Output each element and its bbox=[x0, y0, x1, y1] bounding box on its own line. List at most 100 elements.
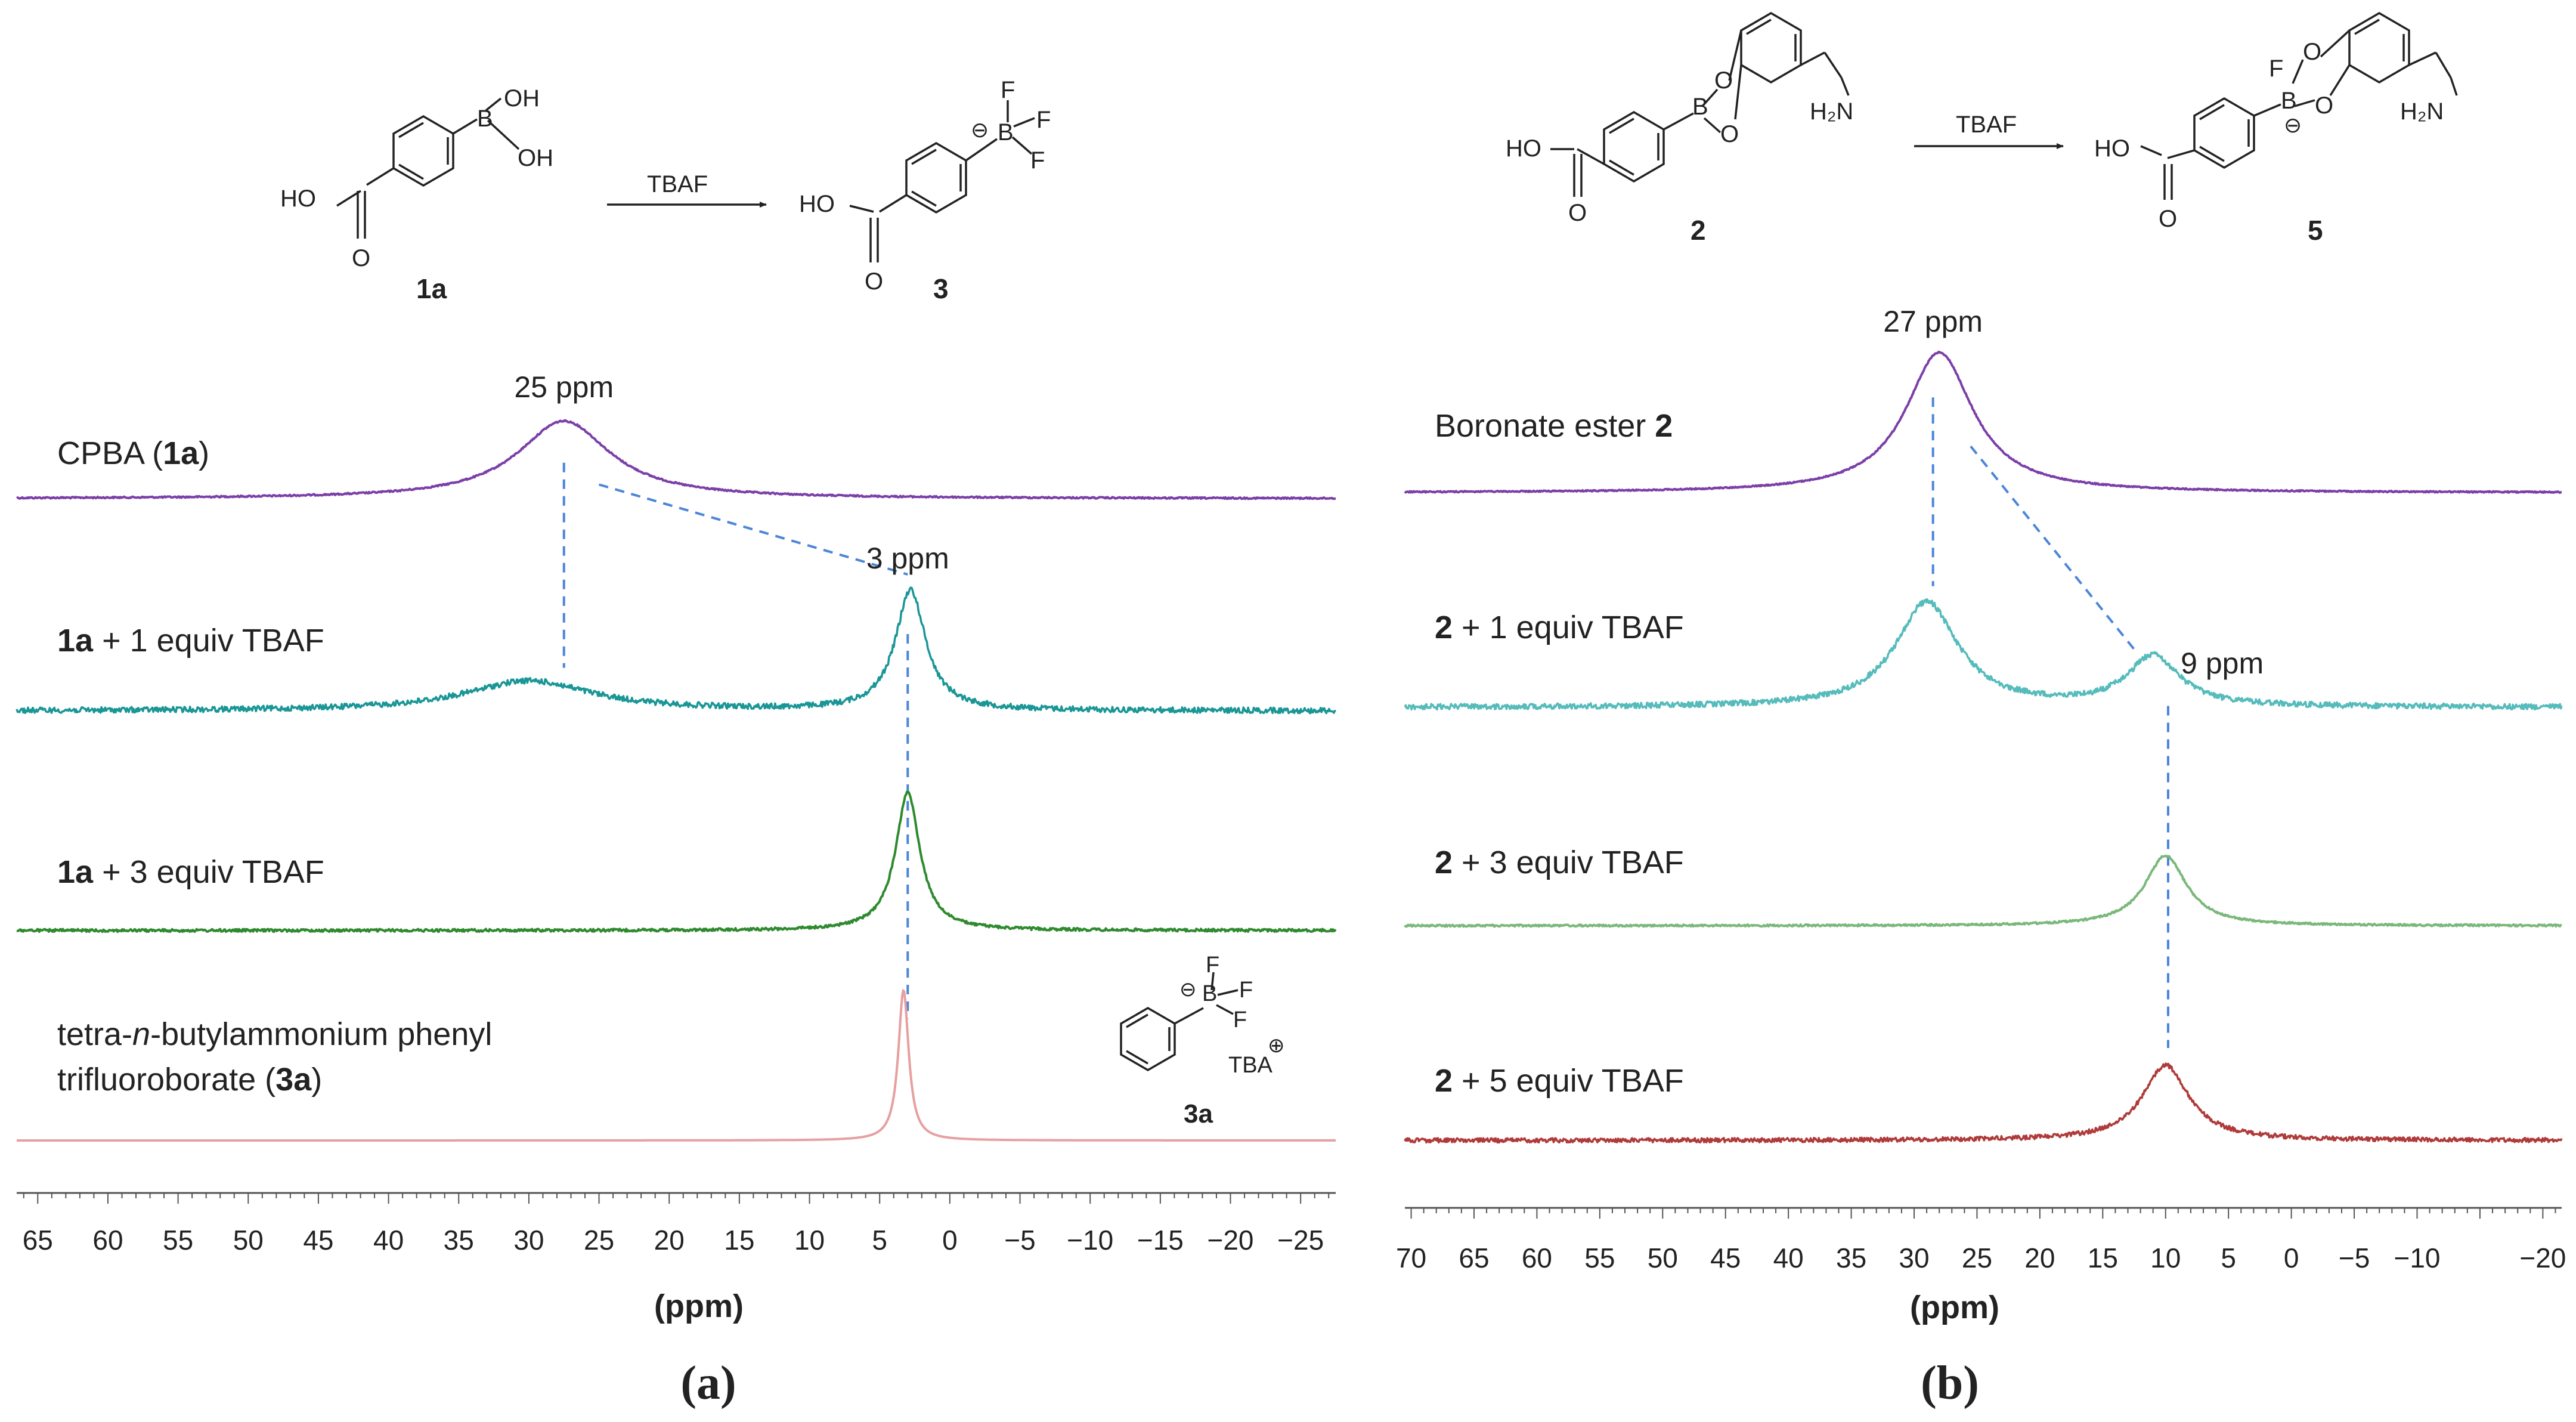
x-tick-label: 25 bbox=[1962, 1242, 1992, 1273]
counterion-label: TBA bbox=[1228, 1053, 1273, 1078]
axes-layer: 65 60 55 50 45 40 35 30 25 20 15 10 5 0 −5 −10 −15 −20 −25… bbox=[17, 1192, 2566, 1273]
inset-3a: F F F B ⊖ TBA ⊕ 3a bbox=[1120, 953, 1285, 1129]
spectrum-trace bbox=[16, 586, 1336, 715]
x-tick-label: 0 bbox=[2284, 1242, 2299, 1273]
peak-annotation: 25 ppm bbox=[514, 370, 614, 404]
x-tick-label: 45 bbox=[303, 1225, 333, 1256]
compound-id-2: 2 bbox=[1690, 215, 1706, 246]
trace-label-3a-line1: tetra-n-butylammonium phenyl bbox=[57, 1016, 492, 1052]
trace-labels-b: Boronate ester 2 2 + 1 equiv TBAF 2 + 3 … bbox=[1435, 408, 1684, 1099]
compound-id-5: 5 bbox=[2308, 215, 2323, 246]
charge-plus: ⊕ bbox=[1268, 1034, 1285, 1057]
atom-ho: HO bbox=[799, 191, 835, 217]
x-tick-label: −15 bbox=[1137, 1225, 1184, 1256]
x-tick-label: 5 bbox=[872, 1225, 887, 1256]
x-axis-title-b: (ppm) bbox=[1910, 1290, 1999, 1325]
scheme-b-text: O B O H₂N HO O 2 TBAF F B O O ⊖ H₂N HO O… bbox=[1506, 39, 2444, 246]
atom-f: F bbox=[1036, 107, 1051, 133]
peak-annotation: 3 ppm bbox=[866, 542, 949, 575]
x-tick-label: 35 bbox=[1836, 1242, 1866, 1273]
x-tick-label: 60 bbox=[92, 1225, 123, 1256]
atom-o: O bbox=[1720, 121, 1739, 147]
x-tick-label: −5 bbox=[1004, 1225, 1035, 1256]
atom-o: O bbox=[1714, 67, 1733, 94]
traces-layer bbox=[16, 350, 2563, 1144]
atom-o: O bbox=[865, 268, 883, 295]
x-tick-label: −10 bbox=[1067, 1225, 1113, 1256]
atom-oh: OH bbox=[504, 85, 540, 112]
x-tick-label: 45 bbox=[1710, 1242, 1741, 1273]
x-tick-label: −5 bbox=[2339, 1242, 2370, 1273]
atom-h2n: H₂N bbox=[1810, 98, 1853, 125]
atom-b: B bbox=[1692, 94, 1708, 120]
atom-o: O bbox=[1568, 200, 1587, 226]
spectrum-trace bbox=[1404, 598, 2563, 711]
x-tick-label: 20 bbox=[654, 1225, 685, 1256]
charge-minus: ⊖ bbox=[971, 118, 989, 142]
spectrum-trace bbox=[1404, 350, 2562, 494]
trace-label-2-5equiv: 2 + 5 equiv TBAF bbox=[1435, 1063, 1684, 1099]
x-tick-label: 0 bbox=[942, 1225, 958, 1256]
x-tick-label: 50 bbox=[1648, 1242, 1678, 1273]
x-tick-label: −20 bbox=[2519, 1242, 2566, 1273]
atom-f: F bbox=[1001, 77, 1015, 103]
x-tick-label: 15 bbox=[724, 1225, 754, 1256]
compound-id-1a: 1a bbox=[416, 273, 447, 304]
atom-f: F bbox=[1239, 978, 1253, 1003]
panel-label-b: (b) bbox=[1921, 1357, 1979, 1409]
guides-layer bbox=[562, 397, 2169, 1048]
x-tick-label: −10 bbox=[2394, 1242, 2440, 1273]
atom-b: B bbox=[2281, 88, 2297, 114]
reaction-scheme-b bbox=[1550, 11, 2458, 200]
structure-2 bbox=[1550, 11, 1850, 197]
reaction-scheme-a bbox=[336, 97, 1035, 262]
reagent-label-a: TBAF bbox=[647, 171, 708, 197]
spectrum-trace bbox=[1404, 854, 2562, 928]
spectrum-trace bbox=[16, 989, 1336, 1142]
x-tick-label: 15 bbox=[2088, 1242, 2118, 1273]
atom-o: O bbox=[2303, 39, 2321, 65]
x-tick-label: 30 bbox=[513, 1225, 544, 1256]
spectrum-trace bbox=[1404, 1062, 2563, 1144]
x-tick-label: 65 bbox=[23, 1225, 53, 1256]
scheme-a-text: OH B OH HO O 1a TBAF F F F B ⊖ HO O 3 bbox=[280, 77, 1051, 304]
trace-label-ester-2: Boronate ester 2 bbox=[1435, 408, 1673, 444]
structure-1a bbox=[336, 97, 520, 239]
x-tick-label: 10 bbox=[2150, 1242, 2181, 1273]
atom-ho: HO bbox=[280, 186, 316, 212]
trace-label-3a-line2: trifluoroborate (3a) bbox=[57, 1062, 322, 1098]
x-tick-label: 20 bbox=[2024, 1242, 2055, 1273]
peak-guide-line bbox=[599, 483, 908, 576]
atom-ho: HO bbox=[1506, 135, 1541, 162]
x-tick-label: 70 bbox=[1396, 1242, 1426, 1273]
x-tick-label: −20 bbox=[1207, 1225, 1253, 1256]
atom-o: O bbox=[2315, 92, 2333, 119]
atom-b: B bbox=[998, 119, 1014, 146]
atom-ho: HO bbox=[2094, 135, 2130, 162]
x-tick-label: 25 bbox=[584, 1225, 614, 1256]
atom-f: F bbox=[2269, 55, 2283, 82]
x-tick-label: 65 bbox=[1459, 1242, 1489, 1273]
x-tick-label: 30 bbox=[1899, 1242, 1929, 1273]
atom-f: F bbox=[1030, 147, 1045, 174]
trace-labels-a: CPBA (1a) 1a + 1 equiv TBAF 1a + 3 equiv… bbox=[57, 435, 492, 1098]
peak-annotation: 27 ppm bbox=[1883, 305, 1983, 338]
trace-label-2-1equiv: 2 + 1 equiv TBAF bbox=[1435, 610, 1684, 645]
x-axis-title-a: (ppm) bbox=[654, 1288, 744, 1324]
atom-oh: OH bbox=[518, 145, 553, 171]
structure-5 bbox=[2140, 11, 2458, 200]
atom-o: O bbox=[352, 245, 370, 271]
trace-label-1a-1equiv: 1a + 1 equiv TBAF bbox=[57, 623, 324, 659]
x-tick-label: 55 bbox=[1584, 1242, 1615, 1273]
reagent-label-b: TBAF bbox=[1956, 112, 2017, 138]
x-tick-label: 40 bbox=[373, 1225, 404, 1256]
peak-annotation: 9 ppm bbox=[2181, 647, 2264, 680]
panel-label-a: (a) bbox=[680, 1357, 736, 1409]
x-tick-label: 60 bbox=[1522, 1242, 1552, 1273]
x-tick-label: −25 bbox=[1277, 1225, 1324, 1256]
annotations-layer: 25 ppm 3 ppm 27 ppm 9 ppm bbox=[514, 305, 2264, 680]
x-tick-label: 50 bbox=[233, 1225, 264, 1256]
inset-compound-id-3a: 3a bbox=[1184, 1099, 1213, 1129]
atom-f: F bbox=[1233, 1007, 1247, 1033]
